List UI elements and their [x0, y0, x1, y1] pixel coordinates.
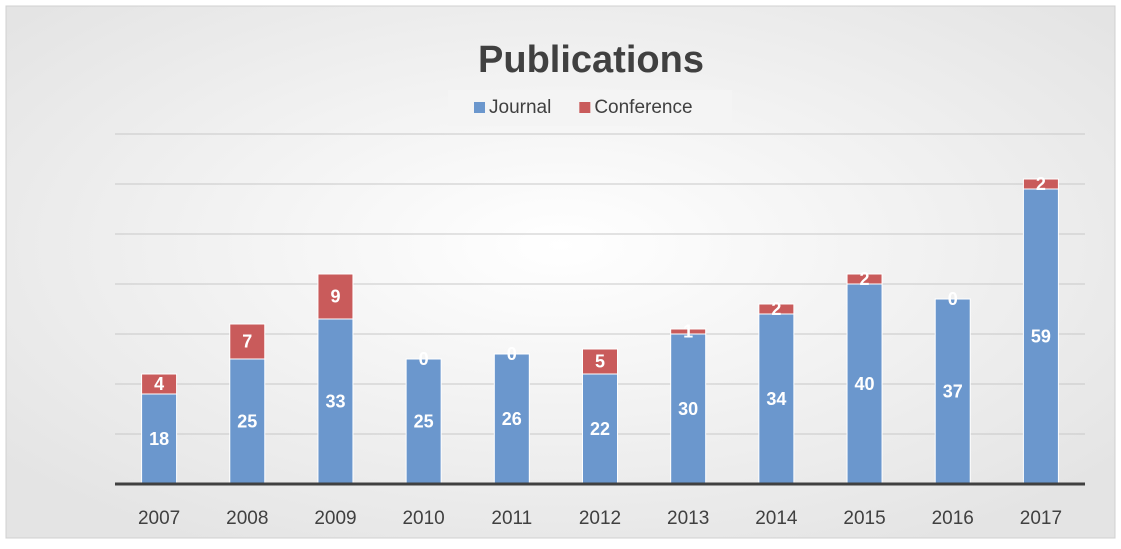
- legend-label: Journal: [489, 97, 551, 118]
- bar-segment: [229, 323, 266, 360]
- x-tick-label: 2013: [667, 508, 709, 529]
- data-label: 7: [242, 331, 252, 351]
- chart-title: Publications: [478, 39, 704, 81]
- legend-swatch: [474, 102, 485, 113]
- x-tick-label: 2007: [138, 508, 180, 529]
- data-label: 30: [678, 399, 698, 419]
- legend-label: Conference: [594, 97, 692, 118]
- bar-segment: [1022, 178, 1059, 190]
- bar-segment: [405, 358, 442, 485]
- bar-segment: [317, 318, 354, 485]
- data-label: 34: [766, 389, 786, 409]
- data-label: 22: [590, 419, 610, 439]
- x-tick-label: 2016: [932, 508, 974, 529]
- x-tick-label: 2012: [579, 508, 621, 529]
- bar-segment: [758, 313, 795, 485]
- data-label: 2: [1036, 174, 1046, 194]
- data-label: 2: [771, 299, 781, 319]
- data-label: 1: [683, 321, 693, 341]
- bar-segment: [493, 353, 530, 485]
- data-label: 18: [149, 429, 169, 449]
- x-tick-label: 2010: [402, 508, 444, 529]
- data-label: 26: [502, 409, 522, 429]
- data-label: 0: [948, 289, 958, 309]
- x-tick-label: 2014: [755, 508, 798, 529]
- data-label: 5: [595, 351, 605, 371]
- data-label: 0: [419, 349, 429, 369]
- data-label: 37: [943, 381, 963, 401]
- bar-segment: [229, 358, 266, 485]
- data-label: 40: [855, 374, 875, 394]
- data-label: 4: [154, 374, 164, 394]
- data-label: 25: [414, 411, 434, 431]
- data-label: 59: [1031, 326, 1051, 346]
- bar-segment: [1022, 188, 1059, 485]
- x-tick-label: 2011: [491, 508, 532, 529]
- bar-segment: [758, 303, 795, 315]
- data-label: 25: [237, 411, 257, 431]
- bar-segment: [317, 273, 354, 320]
- legend-swatch: [579, 102, 591, 113]
- bar-segment: [141, 373, 178, 395]
- data-label: 33: [325, 391, 345, 411]
- bar-segment: [934, 298, 971, 485]
- data-label: 2: [860, 269, 870, 289]
- x-tick-label: 2017: [1020, 508, 1062, 529]
- x-tick-label: 2015: [843, 508, 885, 529]
- bar-segment: [141, 393, 178, 485]
- bar-segment: [582, 348, 618, 375]
- x-tick-label: 2009: [314, 508, 356, 529]
- bar-segment: [846, 273, 883, 285]
- bar-segment: [670, 328, 707, 335]
- x-tick-label: 2008: [226, 508, 268, 529]
- data-label: 0: [507, 344, 517, 364]
- bar-segment: [582, 373, 618, 485]
- data-label: 9: [330, 286, 340, 306]
